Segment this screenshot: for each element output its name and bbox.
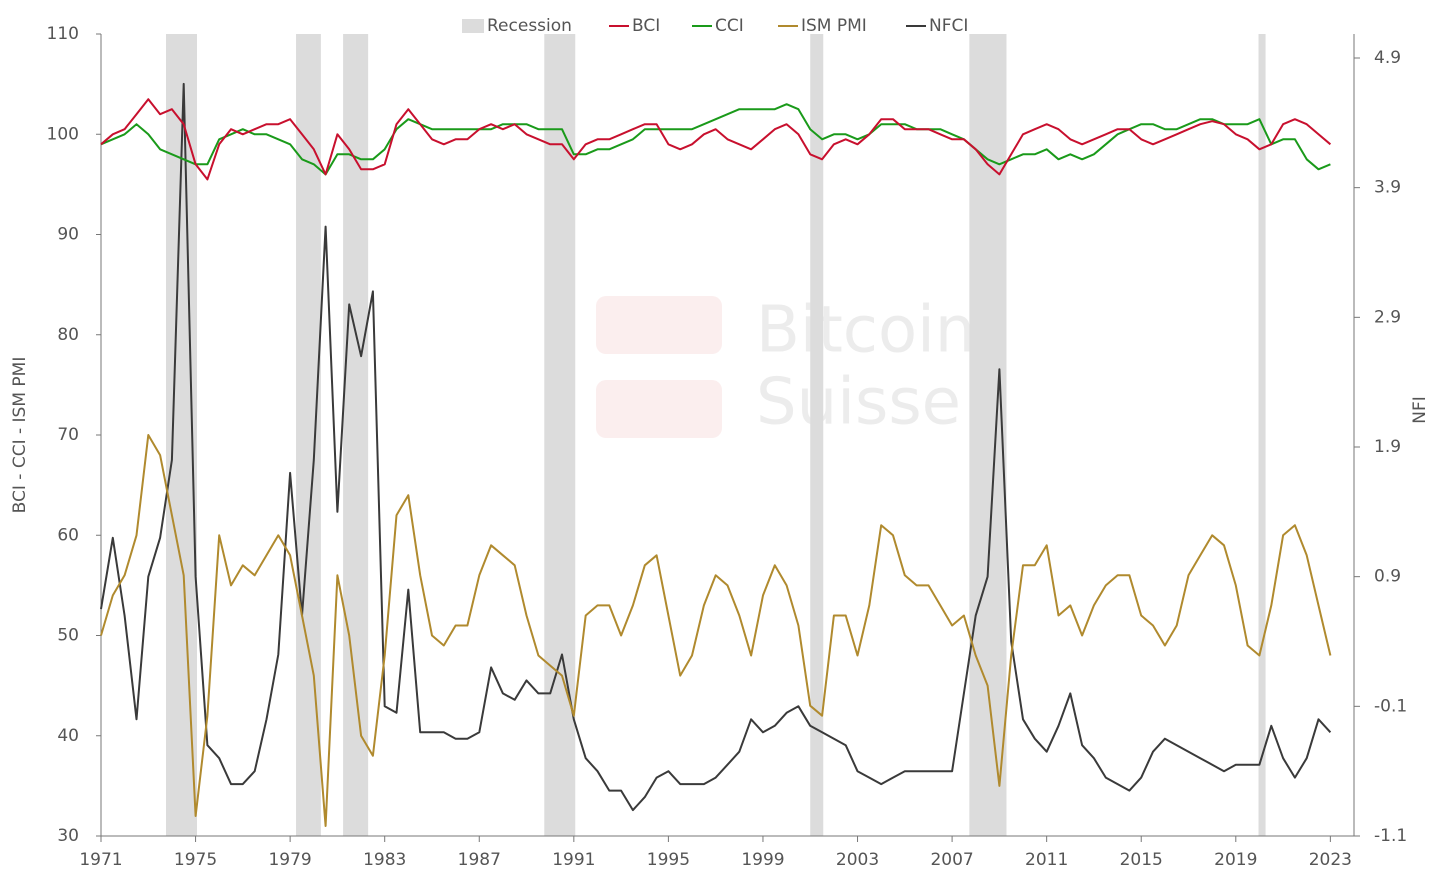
legend: Recession BCI CCI ISM PMI NFCI xyxy=(462,16,968,36)
y2-tick-label: -1.1 xyxy=(1374,826,1407,846)
series-line xyxy=(100,103,1331,176)
x-tick-label: 2015 xyxy=(1120,850,1163,870)
y-tick-label: 110 xyxy=(47,24,79,44)
y2-tick-label: 3.9 xyxy=(1374,178,1401,198)
y2-tick-label: 4.9 xyxy=(1374,48,1401,68)
y-tick-label: 90 xyxy=(57,225,79,245)
x-tick-label: 2003 xyxy=(836,850,879,870)
x-tick-label: 1987 xyxy=(458,850,501,870)
recession-band xyxy=(1258,34,1266,836)
legend-label: CCI xyxy=(715,16,744,36)
x-tick-label: 1975 xyxy=(174,850,217,870)
series-line xyxy=(100,98,1332,181)
series-line xyxy=(100,82,1332,812)
x-tick-label: 1991 xyxy=(552,850,595,870)
x-tick-label: 2019 xyxy=(1214,850,1257,870)
y-tick-label: 40 xyxy=(57,726,79,746)
y-axis-label: BCI - CCI - ISM PMI xyxy=(10,357,30,514)
y-tick-label: 70 xyxy=(57,425,79,445)
y-tick-label: 50 xyxy=(57,626,79,646)
recession-band xyxy=(343,34,369,836)
series-line xyxy=(100,434,1332,827)
y2-axis-label: NFI xyxy=(1410,396,1430,424)
watermark: Bitcoin Suisse xyxy=(596,294,975,440)
watermark-text: Suisse xyxy=(756,366,961,440)
x-tick-label: 1999 xyxy=(741,850,784,870)
y2-tick-label: -0.1 xyxy=(1374,696,1407,716)
x-tick-label: 1995 xyxy=(647,850,690,870)
watermark-text: Bitcoin xyxy=(756,294,975,368)
watermark-logo xyxy=(596,296,722,354)
x-tick-label: 2023 xyxy=(1309,850,1352,870)
x-tick-label: 2011 xyxy=(1025,850,1068,870)
x-tick-label: 1983 xyxy=(363,850,406,870)
recession-band xyxy=(969,34,1007,836)
legend-label: NFCI xyxy=(929,16,968,36)
y2-tick-label: 0.9 xyxy=(1374,567,1401,587)
y-tick-label: 60 xyxy=(57,525,79,545)
y-tick-label: 100 xyxy=(47,124,79,144)
y-tick-label: 80 xyxy=(57,325,79,345)
y2-tick-label: 1.9 xyxy=(1374,437,1401,457)
watermark-logo xyxy=(596,380,722,438)
y-tick-label: 30 xyxy=(57,826,79,846)
legend-label: BCI xyxy=(632,16,660,36)
recession-band xyxy=(810,34,824,836)
x-tick-label: 1979 xyxy=(268,850,311,870)
legend-label: Recession xyxy=(487,16,572,36)
y2-tick-label: 2.9 xyxy=(1374,307,1401,327)
x-tick-label: 2007 xyxy=(930,850,973,870)
legend-swatch xyxy=(462,19,484,33)
legend-label: ISM PMI xyxy=(801,16,867,36)
x-tick-label: 1971 xyxy=(79,850,122,870)
